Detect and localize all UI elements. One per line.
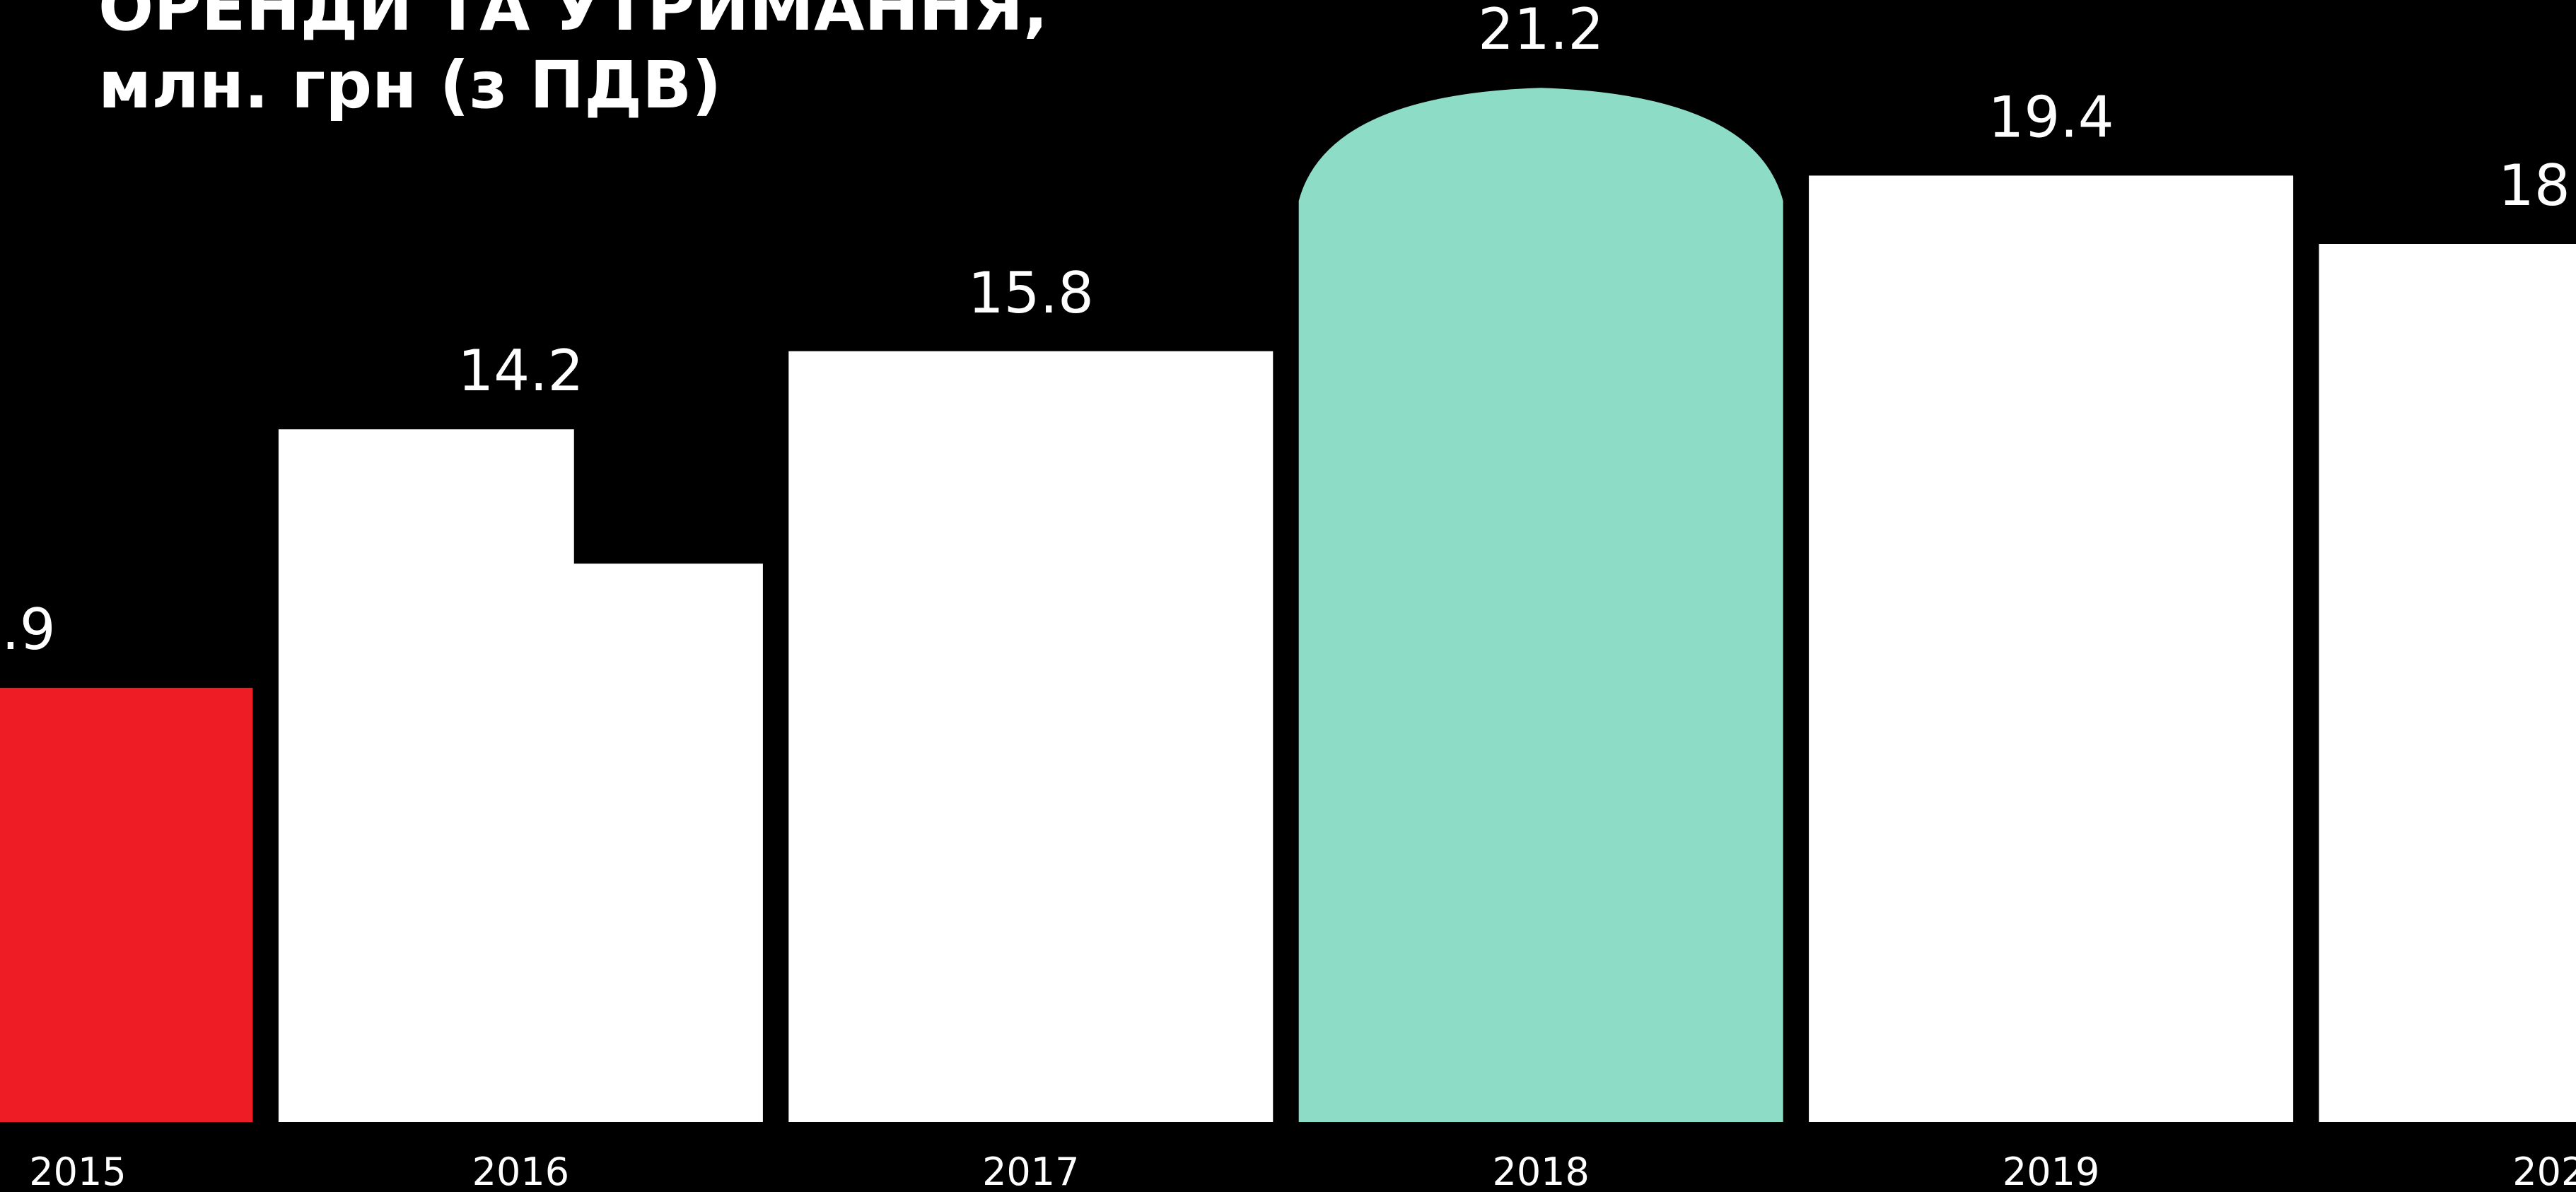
x-tick-label: 2018 bbox=[1492, 1150, 1589, 1192]
bar bbox=[278, 429, 763, 1122]
x-tick-label: 2019 bbox=[2003, 1150, 2099, 1192]
value-label: 19.4 bbox=[1988, 84, 2114, 150]
value-label: 18.0 bbox=[2498, 153, 2576, 218]
x-tick-label: 2017 bbox=[982, 1150, 1079, 1192]
value-label: 14.2 bbox=[457, 338, 583, 404]
chart-title: ОРЕНДИ ТА УТРИМАННЯ, bbox=[98, 0, 1048, 45]
bar bbox=[0, 687, 253, 1122]
value-label: 21.2 bbox=[1478, 0, 1604, 62]
x-tick-label: 2015 bbox=[29, 1150, 126, 1192]
bar bbox=[1809, 175, 2294, 1122]
bar bbox=[2319, 244, 2576, 1122]
value-label: 15.8 bbox=[968, 260, 1094, 326]
x-tick-label: 2016 bbox=[472, 1150, 569, 1192]
x-tick-label: 2020 bbox=[2512, 1150, 2576, 1192]
bar bbox=[788, 351, 1274, 1122]
chart-subtitle: млн. грн (з ПДВ) bbox=[98, 47, 721, 123]
value-label: 8.9 bbox=[0, 597, 56, 662]
bar bbox=[1298, 88, 1783, 1123]
